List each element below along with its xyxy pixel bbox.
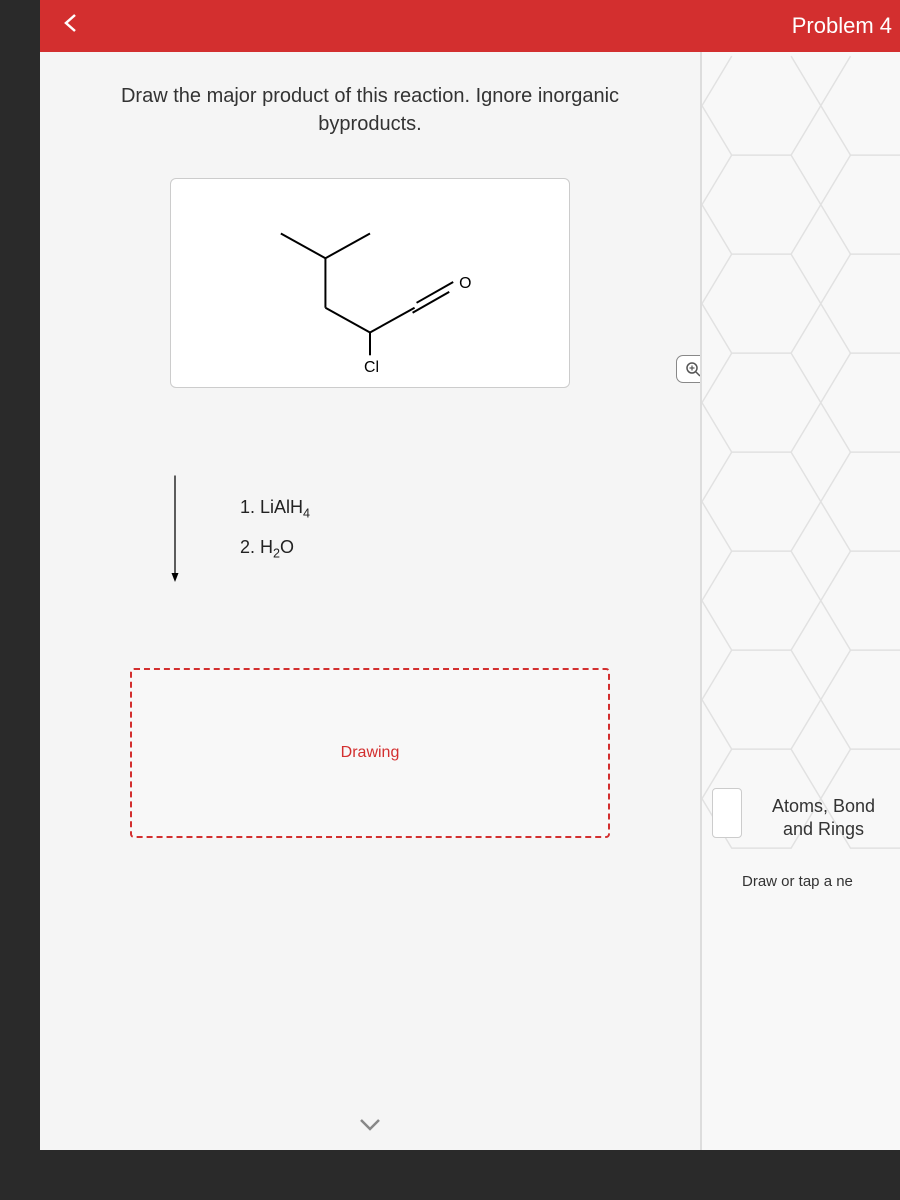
back-button[interactable] xyxy=(52,10,92,42)
chevron-down-icon xyxy=(359,1118,381,1132)
hexagon-grid[interactable] xyxy=(702,52,900,882)
magnify-icon xyxy=(685,361,701,377)
reagent-list: 1. LiAlH4 2. H2O xyxy=(240,488,310,569)
question-prompt: Draw the major product of this reaction.… xyxy=(80,82,660,138)
canvas-panel: Atoms, Bond and Rings Draw or tap a ne xyxy=(700,52,900,1150)
reagent-step-1: 1. LiAlH4 xyxy=(240,488,310,528)
tool-category-label: Atoms, Bond and Rings xyxy=(742,795,875,842)
drawing-hint: Draw or tap a ne xyxy=(712,873,900,890)
oxygen-label: O xyxy=(459,275,471,292)
drawing-answer-box[interactable]: Drawing xyxy=(130,668,610,838)
reagent-step-2: 2. H2O xyxy=(240,528,310,568)
reaction-arrow-section: 1. LiAlH4 2. H2O xyxy=(170,418,660,638)
molecule-display[interactable]: O Cl xyxy=(170,178,570,388)
chlorine-label: Cl xyxy=(364,359,379,376)
question-panel: Draw the major product of this reaction.… xyxy=(40,52,700,1150)
tool-selector[interactable] xyxy=(712,788,742,838)
drawing-label: Drawing xyxy=(341,744,400,762)
problem-title: Problem 4 xyxy=(792,13,892,39)
down-arrow-icon xyxy=(170,418,180,638)
molecule-structure: O Cl xyxy=(171,179,569,387)
main-content: Draw the major product of this reaction.… xyxy=(40,52,900,1150)
header-bar: Problem 4 xyxy=(40,0,900,52)
app-screen: Problem 4 Draw the major product of this… xyxy=(40,0,900,1150)
expand-button[interactable] xyxy=(359,1112,381,1138)
tools-panel: Atoms, Bond and Rings Draw or tap a ne xyxy=(712,788,900,890)
